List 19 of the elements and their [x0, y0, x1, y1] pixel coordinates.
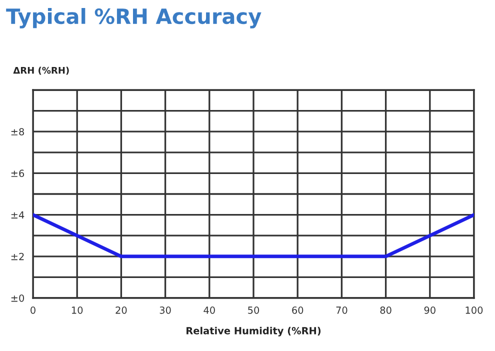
x-tick-label: 100	[466, 306, 483, 314]
x-axis-title: Relative Humidity (%RH)	[186, 326, 321, 336]
x-tick-label: 30	[160, 306, 171, 314]
y-tick-label: ±0	[11, 294, 24, 302]
chart-title: Typical %RH Accuracy	[6, 8, 262, 28]
y-tick-label: ±6	[11, 170, 24, 178]
x-tick-label: 80	[380, 306, 392, 314]
x-tick-label: 0	[30, 306, 36, 314]
x-tick-label: 20	[116, 306, 127, 314]
x-tick-label: 70	[336, 306, 348, 314]
y-tick-label: ±2	[11, 252, 24, 260]
y-tick-label: ±8	[11, 128, 24, 136]
x-tick-label: 60	[292, 306, 304, 314]
y-tick-label: ±4	[11, 211, 24, 218]
x-tick-label: 90	[424, 306, 436, 314]
x-tick-label: 10	[72, 306, 83, 314]
y-axis-title: ΔRH (%RH)	[13, 66, 69, 75]
x-tick-label: 50	[248, 306, 260, 314]
x-tick-label: 40	[204, 306, 215, 314]
